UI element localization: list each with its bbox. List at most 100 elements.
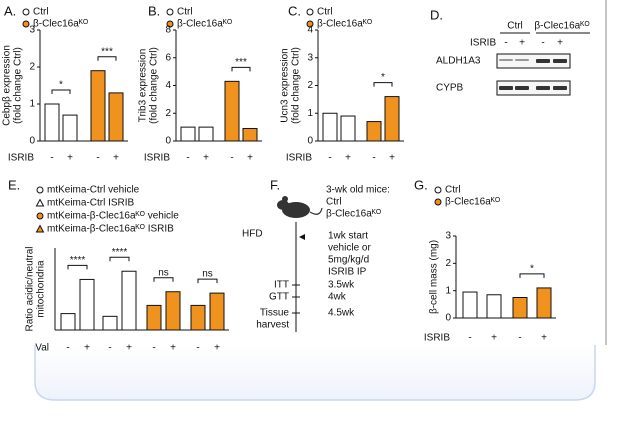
significance-label: ns	[158, 267, 169, 278]
panel-label: D.	[430, 7, 443, 22]
legend-label: mtKeima-Ctrl vehicle	[47, 185, 140, 196]
bar	[121, 270, 137, 331]
significance-bracket	[231, 66, 251, 72]
legend-marker	[36, 186, 44, 194]
x-axis-label: ISRIB	[286, 153, 312, 164]
y-tick-label: 2	[307, 80, 313, 91]
bar	[190, 304, 206, 331]
y-tick-label: 2	[165, 108, 171, 119]
y-axis-label: mitochondria	[36, 260, 47, 318]
x-tick-label: +	[214, 343, 220, 354]
bar	[60, 313, 76, 331]
panel-label: E.	[8, 177, 20, 192]
legend-label: mtKeima-Ctrl ISRIB	[47, 198, 135, 209]
event-label: Tissue	[260, 308, 290, 319]
bar	[462, 291, 478, 319]
bar	[242, 128, 258, 142]
panel-label: B.	[148, 3, 160, 18]
bar	[79, 278, 95, 331]
x-tick-label: -	[96, 153, 99, 164]
legend-marker	[434, 186, 442, 194]
treatment-label: ISRIB	[470, 38, 496, 49]
bar	[108, 92, 124, 142]
legend-label: Ctrl	[33, 7, 49, 18]
significance-bracket	[373, 82, 393, 87]
bar	[165, 291, 181, 331]
lane-label: -	[541, 38, 544, 49]
legend-marker	[35, 224, 45, 233]
significance-bracket	[109, 256, 130, 262]
blot-band	[499, 59, 513, 61]
start-label: ISRIB IP	[328, 267, 367, 278]
legend-label: mtKeima-β-Clec16aᴷᴼ vehicle	[47, 211, 179, 222]
x-tick-label: +	[389, 153, 395, 164]
y-tick-label: 0	[165, 136, 171, 147]
x-tick-label: +	[84, 343, 90, 354]
blot-band	[536, 59, 550, 63]
event-label: ITT	[274, 280, 289, 291]
legend-label: Ctrl	[445, 185, 461, 196]
bar	[180, 126, 196, 142]
x-axis-label: ISRIB	[144, 153, 170, 164]
blot-band	[553, 59, 567, 63]
event-time: 4wk	[328, 292, 347, 303]
panel-label: G.	[414, 177, 428, 192]
y-tick-label: 2	[29, 62, 35, 73]
bar	[512, 297, 528, 319]
legend-label: Ctrl	[177, 7, 193, 18]
x-tick-label: +	[541, 333, 547, 344]
significance-label: ***	[235, 57, 247, 68]
bar	[62, 114, 78, 142]
lane-label: +	[557, 38, 563, 49]
bar	[90, 70, 106, 142]
legend-marker	[22, 20, 30, 28]
event-label: harvest	[256, 320, 289, 331]
legend-label: β-Clec16aᴷᴼ	[177, 19, 232, 30]
x-tick-label: -	[50, 153, 53, 164]
x-tick-label: +	[113, 153, 119, 164]
legend-marker	[35, 198, 45, 207]
x-tick-label: -	[152, 343, 155, 354]
x-tick-label: +	[491, 333, 497, 344]
x-tick-label: -	[328, 153, 331, 164]
significance-label: *	[59, 80, 63, 91]
x-axis-label: Val	[35, 343, 49, 354]
significance-bracket	[519, 273, 545, 278]
x-tick-label: -	[196, 343, 199, 354]
cohort-label: Ctrl	[326, 197, 342, 208]
start-label: vehicle or	[328, 243, 371, 254]
significance-bracket	[153, 277, 174, 282]
bar	[536, 287, 552, 319]
blot-frame	[496, 80, 571, 96]
blot-band	[536, 86, 550, 90]
legend-label: β-Clec16aᴷᴼ	[33, 19, 88, 30]
legend-label: β-Clec16aᴷᴼ	[317, 19, 372, 30]
bar	[44, 103, 60, 142]
panel-label: F.	[270, 177, 280, 192]
bar	[198, 126, 214, 142]
bar	[384, 96, 400, 142]
panel-label: A.	[4, 3, 16, 18]
bar	[102, 315, 118, 331]
y-axis-label: Trib3 expression	[138, 49, 149, 123]
significance-label: ****	[70, 255, 86, 266]
bar	[366, 121, 382, 142]
y-tick-label: 3	[307, 52, 313, 63]
lane-label: -	[504, 38, 507, 49]
blot-band	[515, 59, 529, 61]
x-tick-label: -	[372, 153, 375, 164]
y-tick-label: 4	[165, 80, 171, 91]
blot-band	[515, 86, 529, 90]
bar	[322, 112, 338, 142]
significance-bracket	[67, 264, 88, 270]
legend-label: Ctrl	[317, 7, 333, 18]
y-tick-label: 6	[165, 52, 171, 63]
legend-marker	[22, 8, 30, 16]
y-tick-label: 1	[307, 108, 313, 119]
y-tick-label: 0	[445, 313, 451, 324]
y-axis-label: (fold change Ctrl)	[149, 47, 160, 124]
y-tick-label: 8	[165, 25, 171, 36]
bar	[224, 80, 240, 142]
bar	[340, 115, 356, 142]
